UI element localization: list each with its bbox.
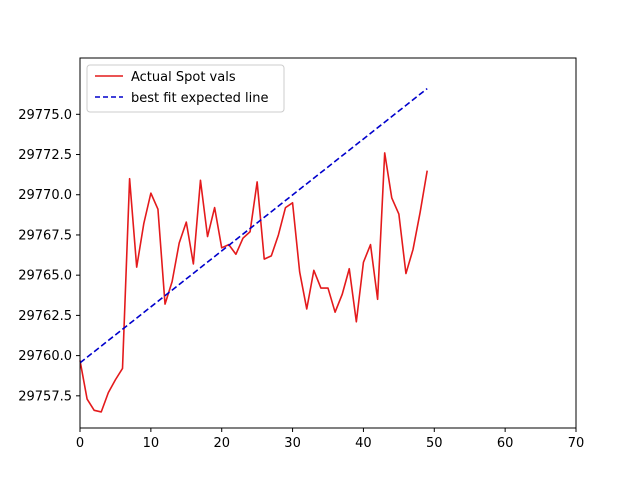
y-tick-label: 29770.0 xyxy=(18,188,72,203)
y-tick-label: 29762.5 xyxy=(18,309,72,324)
x-tick-label: 60 xyxy=(497,436,514,451)
y-tick-label: 29765.0 xyxy=(18,269,72,284)
y-tick-label: 29757.5 xyxy=(18,389,72,404)
series-layer xyxy=(79,87,428,413)
y-tick-label: 29775.0 xyxy=(18,108,72,123)
x-tick-label: 10 xyxy=(143,436,160,451)
y-tick-label: 29767.5 xyxy=(18,228,72,243)
y-axis: 29757.5 29760.0 29762.5 29765.0 29767.5 29770… xyxy=(18,108,80,404)
legend-label-actual-spot-vals: Actual Spot vals xyxy=(131,70,236,85)
legend-label-best-fit-expected-line: best fit expected line xyxy=(131,91,268,106)
legend-box xyxy=(86,64,285,113)
x-axis: 0 10 20 30 40 50 60 70 xyxy=(76,428,584,451)
y-tick-label: 29772.5 xyxy=(18,148,72,163)
x-tick-label: 20 xyxy=(213,436,230,451)
y-tick-label: 29760.0 xyxy=(18,349,72,364)
x-tick-label: 30 xyxy=(284,436,301,451)
series-line-best-fit-expected-line xyxy=(79,87,428,364)
series-line-actual-spot-vals xyxy=(79,152,428,413)
plot-area xyxy=(80,58,576,428)
plot-frame xyxy=(79,57,577,429)
legend: Actual Spot vals best fit expected line xyxy=(86,64,285,113)
x-tick-label: 0 xyxy=(76,436,84,451)
x-tick-label: 50 xyxy=(426,436,443,451)
x-tick-label: 70 xyxy=(568,436,585,451)
x-tick-label: 40 xyxy=(355,436,372,451)
